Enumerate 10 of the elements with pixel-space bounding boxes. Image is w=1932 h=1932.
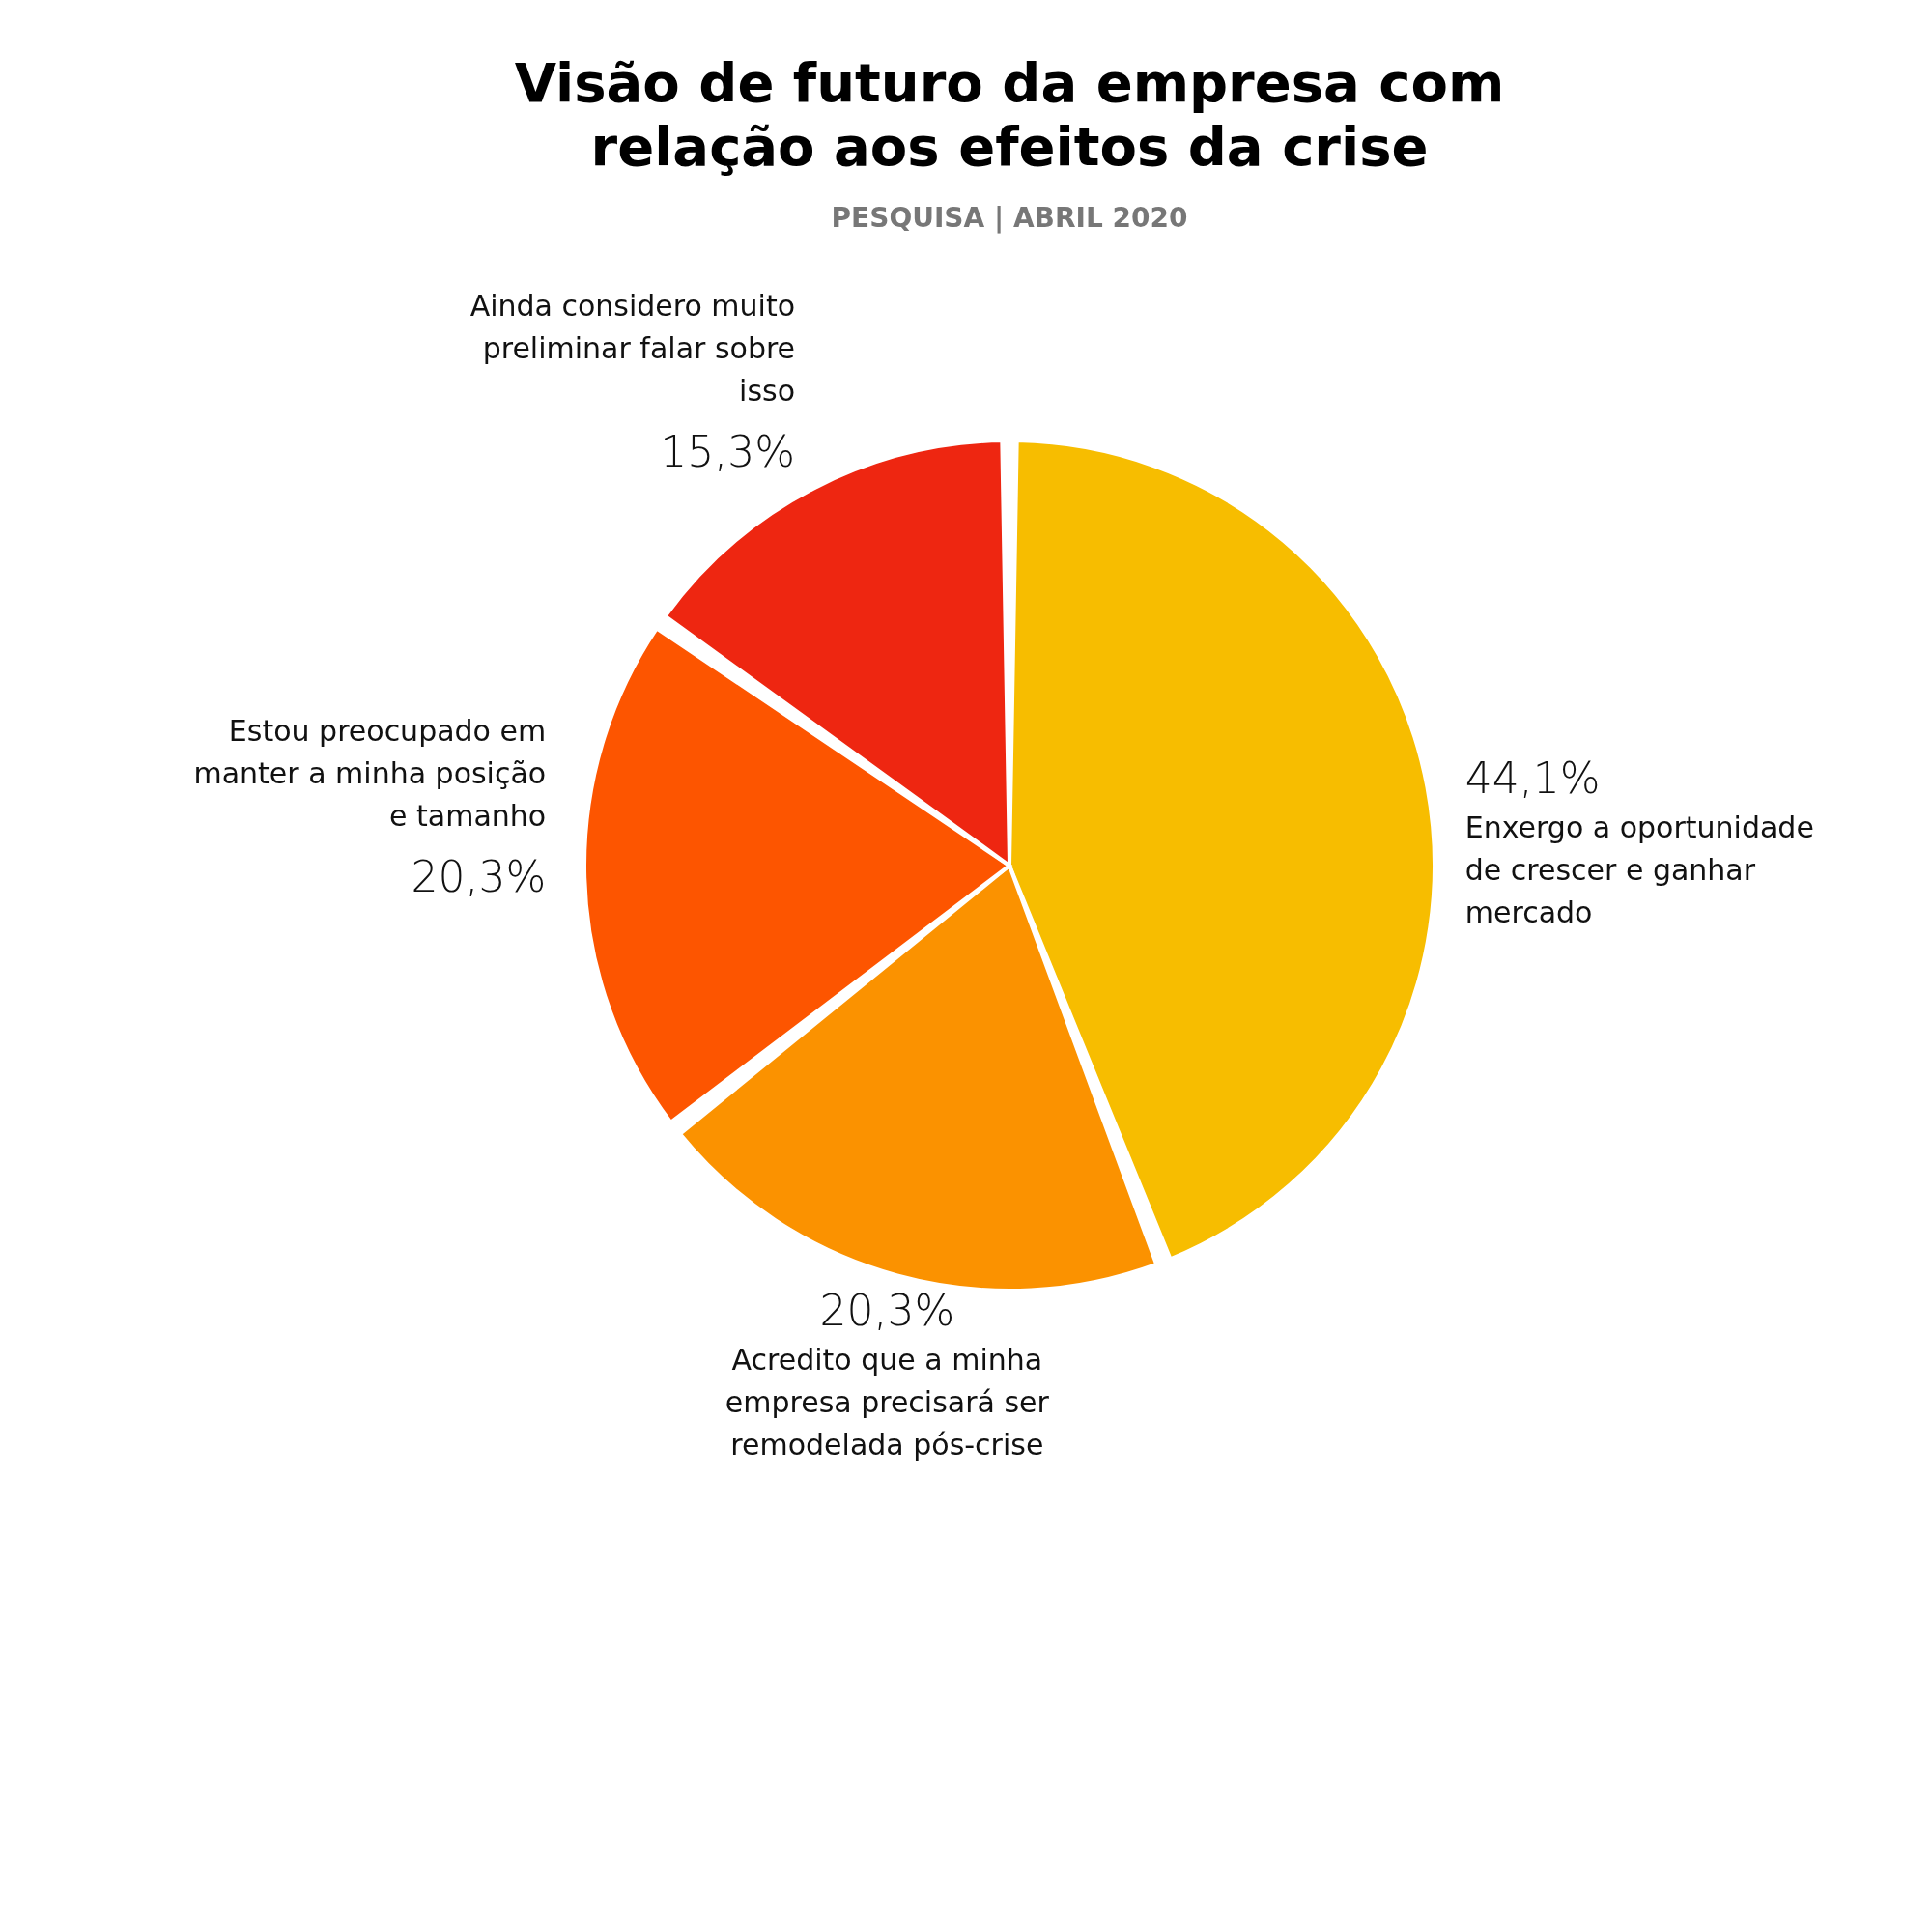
chart-subtitle: PESQUISA | ABRIL 2020 bbox=[831, 202, 1188, 234]
slice-label: Ainda considero muito preliminar falar sobre isso bbox=[469, 289, 796, 409]
data-label: 20,3% bbox=[819, 1285, 955, 1335]
slice-label: Acredito que a minha empresa precisará ser remodelada pós-crise bbox=[724, 1342, 1050, 1462]
chart-title: Visão de futuro da empresa com relação aos efeitos da crise bbox=[514, 51, 1505, 178]
data-label: 44,1% bbox=[1464, 753, 1601, 803]
slice-label: Enxergo a oportunidade de crescer e ganhar mercado bbox=[1464, 810, 1814, 929]
data-label: 15,3% bbox=[660, 427, 796, 477]
data-label: 20,3% bbox=[411, 851, 547, 901]
slice-label: Estou preocupado em manter a minha posição e tamanho bbox=[193, 713, 547, 833]
